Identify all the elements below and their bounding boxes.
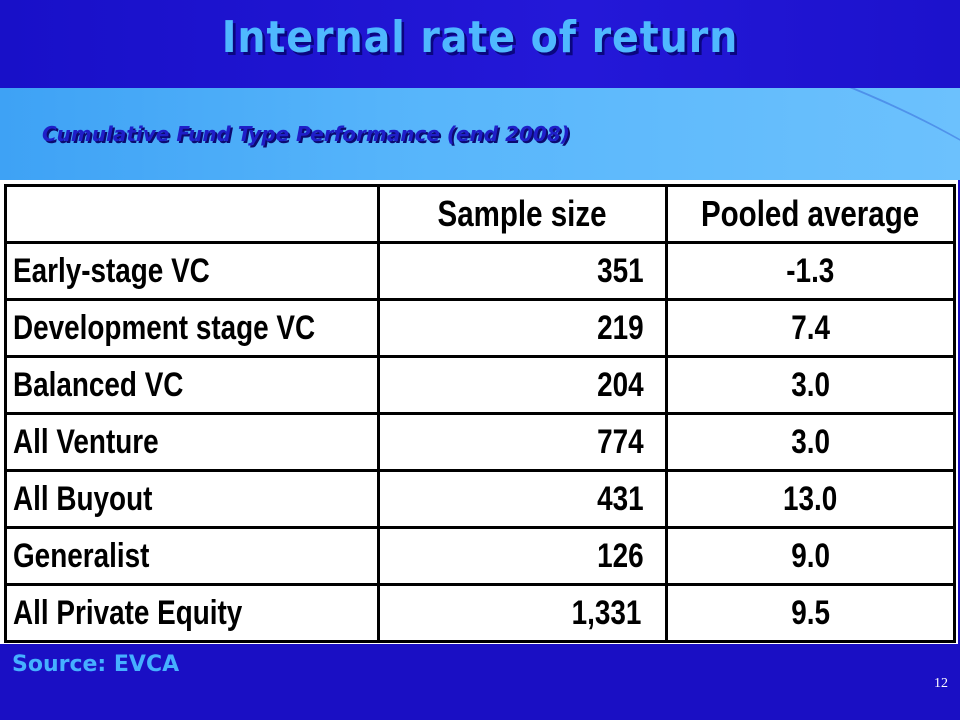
pooled-average-cell: 7.4 xyxy=(665,298,956,358)
subtitle-band xyxy=(0,88,960,180)
pooled-average-cell: 13.0 xyxy=(665,469,956,529)
table-row: All Venture 774 3.0 xyxy=(4,412,956,472)
slide-number: 12 xyxy=(934,676,948,691)
row-label: All Buyout xyxy=(4,469,380,529)
title-band xyxy=(0,0,960,88)
row-label: Early-stage VC xyxy=(4,241,380,301)
pooled-average-cell: 3.0 xyxy=(665,355,956,415)
source-note: Source: EVCA xyxy=(12,652,180,677)
sample-size-cell: 126 xyxy=(377,526,668,586)
row-label: All Private Equity xyxy=(4,583,380,643)
table-row: Generalist 126 9.0 xyxy=(4,526,956,586)
sample-size-cell: 1,331 xyxy=(377,583,668,643)
sample-size-cell: 204 xyxy=(377,355,668,415)
sample-size-cell: 431 xyxy=(377,469,668,529)
sample-size-cell: 774 xyxy=(377,412,668,472)
table-header-row: Sample size Pooled average xyxy=(4,184,956,244)
pooled-average-cell: 9.0 xyxy=(665,526,956,586)
header-cell-pooled-average: Pooled average xyxy=(665,184,956,244)
row-label: Generalist xyxy=(4,526,380,586)
pooled-average-cell: 9.5 xyxy=(665,583,956,643)
sample-size-cell: 219 xyxy=(377,298,668,358)
table-container: Sample size Pooled average Early-stage V… xyxy=(0,180,958,644)
header-cell-sample-size: Sample size xyxy=(377,184,668,244)
pooled-average-cell: -1.3 xyxy=(665,241,956,301)
slide-subtitle: Cumulative Fund Type Performance (end 20… xyxy=(42,122,570,146)
row-label: All Venture xyxy=(4,412,380,472)
header-cell-empty xyxy=(4,184,380,244)
table-row: Early-stage VC 351 -1.3 xyxy=(4,241,956,301)
table-row: All Buyout 431 13.0 xyxy=(4,469,956,529)
performance-table: Sample size Pooled average Early-stage V… xyxy=(4,184,956,643)
pooled-average-cell: 3.0 xyxy=(665,412,956,472)
row-label: Balanced VC xyxy=(4,355,380,415)
slide-title: Internal rate of return xyxy=(221,12,739,63)
table-row: Development stage VC 219 7.4 xyxy=(4,298,956,358)
table-row: All Private Equity 1,331 9.5 xyxy=(4,583,956,643)
sample-size-cell: 351 xyxy=(377,241,668,301)
row-label: Development stage VC xyxy=(4,298,380,358)
table-row: Balanced VC 204 3.0 xyxy=(4,355,956,415)
